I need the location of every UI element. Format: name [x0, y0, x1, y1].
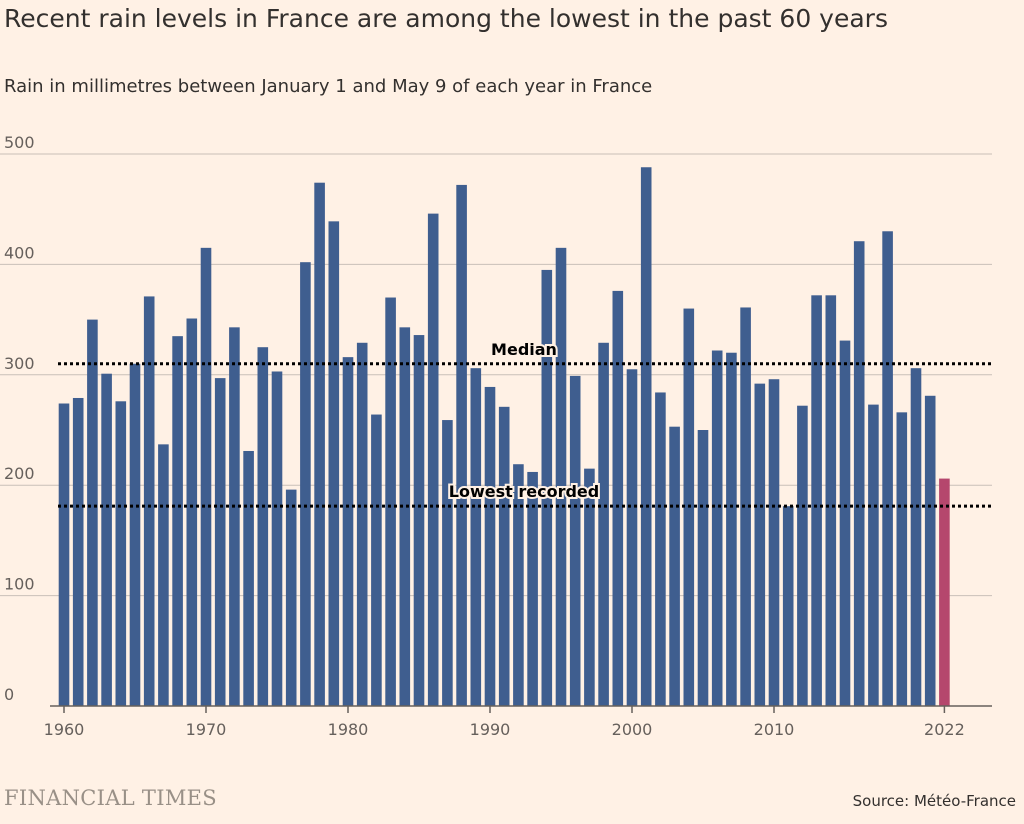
- reference-label-lowest: Lowest recorded: [449, 482, 599, 501]
- bar-2000: [626, 369, 638, 706]
- bar-2017: [868, 404, 879, 706]
- bar-2021: [924, 395, 936, 706]
- bar-2002: [655, 392, 666, 706]
- reference-label-median: Median: [491, 340, 557, 359]
- bar-1980: [342, 357, 354, 706]
- bar-1966: [143, 296, 155, 706]
- bar-1962: [87, 319, 98, 706]
- bar-1977: [300, 262, 311, 706]
- bar-2020: [910, 368, 922, 706]
- bar-1989: [470, 368, 482, 706]
- bar-1961: [72, 397, 84, 706]
- bar-2014: [825, 295, 837, 706]
- bar-1990: [484, 386, 496, 706]
- bar-1979: [328, 221, 340, 706]
- bar-2015: [839, 340, 851, 706]
- bar-2006: [711, 350, 723, 706]
- bar-1964: [115, 401, 127, 706]
- bar-1988: [456, 184, 467, 706]
- bar-1975: [271, 371, 283, 706]
- bars: [58, 167, 950, 706]
- bar-2016: [853, 241, 865, 706]
- bar-1978: [314, 182, 325, 706]
- bar-2008: [740, 307, 751, 706]
- chart-title: Recent rain levels in France are among t…: [4, 4, 888, 33]
- bar-1994: [541, 269, 553, 706]
- bar-1993: [527, 471, 538, 706]
- x-tick-label: 2000: [612, 720, 653, 739]
- bar-2022: [939, 478, 950, 706]
- bar-1960: [58, 403, 70, 706]
- bar-1974: [257, 347, 269, 706]
- chart-subtitle: Rain in millimetres between January 1 an…: [4, 76, 653, 97]
- bar-2001: [640, 167, 652, 706]
- bar-1986: [427, 213, 439, 706]
- x-tick-label: 1970: [186, 720, 227, 739]
- x-tick-label: 1980: [328, 720, 369, 739]
- bar-1997: [584, 468, 595, 706]
- bar-1970: [200, 247, 212, 706]
- bar-1987: [442, 420, 453, 706]
- y-tick-label: 0: [4, 685, 14, 704]
- bar-1967: [158, 444, 169, 706]
- x-tick-label: 2010: [754, 720, 795, 739]
- y-tick-label: 400: [4, 243, 35, 262]
- source-note: Source: Météo-France: [852, 792, 1016, 810]
- bar-1995: [555, 247, 567, 706]
- bar-1973: [243, 450, 254, 706]
- bar-1999: [612, 290, 624, 706]
- bar-1976: [285, 489, 297, 706]
- bar-1981: [356, 342, 368, 706]
- x-tick-label: 1960: [44, 720, 85, 739]
- bar-2007: [726, 352, 737, 706]
- bar-1972: [229, 327, 240, 706]
- brand-logo: FINANCIAL TIMES: [4, 786, 217, 810]
- bar-1963: [101, 373, 112, 706]
- bar-2005: [697, 430, 709, 706]
- bar-1965: [129, 363, 141, 706]
- bar-1996: [569, 375, 581, 706]
- bar-2009: [754, 383, 766, 706]
- bar-2003: [669, 426, 680, 706]
- x-tick-label: 2022: [924, 720, 965, 739]
- bar-2013: [811, 295, 822, 706]
- bar-1971: [214, 378, 226, 706]
- bar-1998: [598, 342, 609, 706]
- y-tick-label: 500: [4, 133, 35, 152]
- bar-1969: [186, 318, 198, 706]
- bar-2010: [768, 379, 780, 706]
- bar-1982: [371, 414, 382, 706]
- y-tick-label: 100: [4, 575, 35, 594]
- x-tick-label: 1990: [470, 720, 511, 739]
- bar-1991: [498, 406, 510, 706]
- bar-1992: [513, 464, 524, 706]
- y-tick-label: 300: [4, 354, 35, 373]
- bar-2011: [782, 506, 794, 706]
- y-tick-label: 200: [4, 464, 35, 483]
- bar-1985: [413, 335, 425, 706]
- axes: 1960 1970 1980 1990 2000 2010 2022: [44, 705, 992, 739]
- bar-1968: [172, 336, 183, 706]
- bar-2019: [896, 412, 908, 706]
- bar-1983: [385, 297, 396, 706]
- bar-1984: [399, 327, 411, 706]
- reference-lines: Median Lowest recorded: [58, 338, 992, 508]
- bar-2012: [797, 405, 808, 706]
- bar-2018: [882, 231, 893, 706]
